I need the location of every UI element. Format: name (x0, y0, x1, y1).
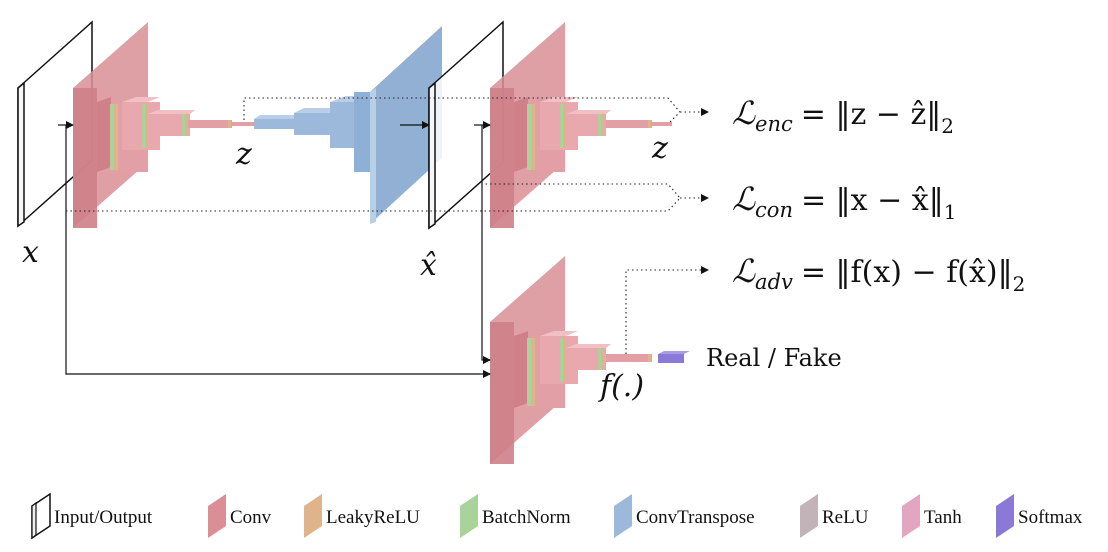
relu-icon (800, 494, 818, 538)
loss-adv: ℒadv = ‖f(x) − f(x̂)‖2 (732, 252, 1025, 296)
encoder (490, 22, 672, 228)
loss-adv-formula: = ‖f(x) − f(x̂)‖ (801, 255, 1013, 290)
conv-icon (208, 494, 226, 538)
tanh-icon (902, 494, 920, 538)
legend-item-relu: ReLU (800, 494, 869, 538)
loss-adv-subscript: adv (755, 270, 793, 294)
legend-label-softmax: Softmax (1018, 507, 1083, 528)
loss-con: ℒcon = ‖x − x̂‖1 (732, 180, 956, 224)
legend-item-leakyrelu: LeakyReLU (304, 494, 420, 538)
discriminator (490, 256, 690, 464)
label-z-generator: z (235, 137, 252, 172)
legend-label-convtranspose: ConvTranspose (636, 507, 755, 528)
loss-con-formula: = ‖x − x̂‖ (801, 183, 944, 218)
generator-encoder (73, 22, 254, 228)
batchnorm-icon (460, 494, 478, 538)
label-f: f(.) (598, 369, 644, 404)
legend-label-input-output: Input/Output (54, 507, 153, 528)
legend-item-tanh: Tanh (902, 494, 962, 538)
legend-item-convtranspose: ConvTranspose (614, 494, 755, 538)
label-x: x (22, 235, 39, 270)
loss-enc: ℒenc = ‖z − ẑ‖2 (732, 94, 954, 138)
legend-item-input-output: Input/Output (31, 492, 153, 540)
label-z-encoder: z (651, 131, 668, 166)
label-real-fake: Real / Fake (706, 344, 842, 372)
legend-label-relu: ReLU (822, 507, 869, 528)
loss-con-norm: 1 (944, 200, 957, 224)
legend-item-softmax: Softmax (996, 494, 1083, 538)
svg-text:ℒenc= ‖z − ẑ‖2: ℒenc = ‖z − ẑ‖2 (732, 94, 954, 138)
loss-adv-norm: 2 (1013, 272, 1026, 296)
legend-label-conv: Conv (230, 507, 272, 528)
legend: Input/Output Conv LeakyReLU BatchNorm Co… (31, 492, 1083, 540)
label-x-hat: x̂ (420, 248, 437, 283)
legend-item-conv: Conv (208, 494, 272, 538)
convtranspose-icon (614, 494, 632, 538)
reconstructed-image-x-hat (428, 20, 504, 230)
flow-arrows (58, 121, 491, 378)
loss-enc-formula: = ‖z − ẑ‖ (801, 97, 942, 132)
loss-enc-subscript: enc (755, 112, 793, 136)
loss-connectors (66, 97, 709, 354)
legend-label-tanh: Tanh (924, 507, 962, 528)
legend-label-leakyrelu: LeakyReLU (326, 507, 420, 528)
loss-enc-norm: 2 (941, 114, 954, 138)
legend-item-batchnorm: BatchNorm (460, 494, 571, 538)
svg-text:ℒadv= ‖f(x) − f(x̂)‖2: ℒadv = ‖f(x) − f(x̂)‖2 (732, 252, 1025, 296)
legend-label-batchnorm: BatchNorm (482, 507, 571, 528)
loss-con-subscript: con (755, 198, 793, 222)
leakyrelu-icon (304, 494, 322, 538)
svg-text:ℒcon= ‖x − x̂‖1: ℒcon = ‖x − x̂‖1 (732, 180, 956, 224)
softmax-icon (996, 494, 1014, 538)
